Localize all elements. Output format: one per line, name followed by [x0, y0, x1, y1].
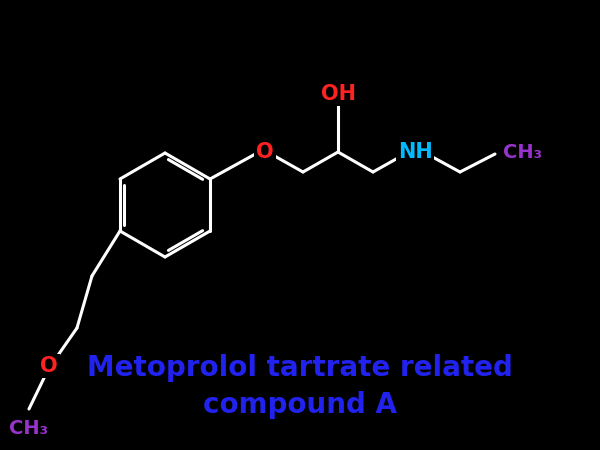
Text: CH₃: CH₃	[10, 418, 49, 437]
Text: CH₃: CH₃	[503, 143, 542, 162]
Text: O: O	[40, 356, 58, 376]
Text: NH: NH	[398, 142, 433, 162]
Text: O: O	[256, 142, 274, 162]
Text: OH: OH	[320, 84, 355, 104]
Text: compound A: compound A	[203, 391, 397, 419]
Text: Metoprolol tartrate related: Metoprolol tartrate related	[87, 354, 513, 382]
